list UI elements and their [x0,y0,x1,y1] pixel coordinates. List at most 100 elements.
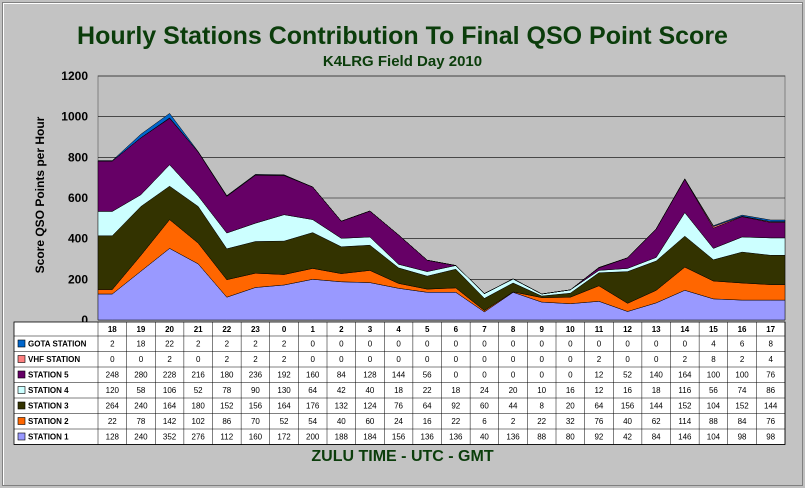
data-label: 54 [308,417,317,426]
data-label: 128 [363,371,377,380]
y-tick-label: 0 [81,313,88,327]
data-label: 192 [277,371,291,380]
data-label: 136 [506,433,520,442]
y-tick-label: 800 [68,150,88,164]
data-label: 136 [421,433,435,442]
data-label: 128 [106,433,120,442]
data-label: 184 [363,433,377,442]
data-label: 86 [766,386,775,395]
data-label: 0 [339,340,344,349]
data-label: 106 [163,386,177,395]
data-label: 70 [251,417,260,426]
data-table [13,321,786,445]
data-label: 124 [363,402,377,411]
legend-label-station-5: STATION 5 [28,371,69,380]
y-tick-label: 1000 [61,110,88,124]
data-label: 152 [735,402,749,411]
data-label: 0 [539,340,544,349]
data-label: 22 [451,417,460,426]
category-label: 11 [595,325,604,334]
category-label: 9 [539,325,544,334]
data-label: 0 [339,355,344,364]
data-label: 76 [766,417,775,426]
data-label: 8 [768,340,773,349]
data-label: 58 [136,386,145,395]
data-label: 0 [511,355,516,364]
data-label: 0 [310,340,315,349]
data-label: 0 [425,340,430,349]
legend-key-station-3 [17,401,26,410]
data-label: 0 [454,355,459,364]
data-label: 98 [738,433,747,442]
data-label: 102 [192,417,206,426]
data-label: 152 [220,402,234,411]
chart-subtitle: K4LRG Field Day 2010 [322,53,483,70]
data-label: 104 [707,433,721,442]
data-label: 0 [425,355,430,364]
data-label: 76 [766,371,775,380]
data-label: 144 [764,402,778,411]
data-label: 160 [306,371,320,380]
legend-label-vhf-station: VHF STATION [28,355,80,364]
data-label: 24 [394,417,403,426]
legend-label-station-3: STATION 3 [28,402,69,411]
data-label: 100 [735,371,749,380]
data-label: 52 [194,386,203,395]
category-label: 12 [623,325,632,334]
data-label: 152 [678,402,692,411]
data-label: 6 [482,417,487,426]
y-tick-label: 200 [68,272,88,286]
data-label: 64 [308,386,317,395]
data-label: 0 [511,371,516,380]
category-label: 5 [425,325,430,334]
data-label: 52 [280,417,289,426]
data-label: 2 [511,417,516,426]
data-label: 40 [623,417,632,426]
data-label: 116 [678,386,691,395]
y-tick-label: 1200 [61,69,88,83]
data-label: 4 [711,340,716,349]
data-label: 136 [449,433,463,442]
category-label: 22 [222,325,231,334]
category-label: 15 [709,325,718,334]
data-label: 200 [306,433,320,442]
data-label: 0 [482,340,487,349]
data-label: 40 [337,417,346,426]
category-label: 18 [108,325,117,334]
data-label: 2 [225,340,230,349]
data-label: 144 [392,371,406,380]
data-label: 2 [253,355,258,364]
data-label: 0 [368,355,373,364]
data-label: 160 [249,433,263,442]
data-label: 40 [480,433,489,442]
data-label: 88 [709,417,718,426]
data-label: 52 [623,371,632,380]
data-label: 2 [196,340,201,349]
category-label: 20 [165,325,174,334]
data-label: 236 [249,371,263,380]
x-axis-label: ZULU TIME - UTC - GMT [311,448,494,465]
data-label: 40 [365,386,374,395]
data-label: 0 [539,355,544,364]
data-label: 0 [654,355,659,364]
data-label: 18 [652,386,661,395]
legend-key-gota-station [17,339,26,348]
data-label: 2 [282,355,287,364]
data-label: 20 [509,386,518,395]
y-tick-label: 600 [68,191,88,205]
data-label: 240 [134,433,148,442]
data-label: 0 [396,355,401,364]
data-label: 0 [568,371,573,380]
data-label: 18 [136,340,145,349]
data-label: 176 [306,402,320,411]
data-label: 90 [251,386,260,395]
data-label: 2 [282,340,287,349]
data-label: 216 [192,371,206,380]
data-label: 0 [568,340,573,349]
data-label: 2 [683,355,688,364]
category-label: 10 [566,325,575,334]
data-label: 0 [568,355,573,364]
data-label: 156 [392,433,406,442]
data-label: 114 [678,417,691,426]
